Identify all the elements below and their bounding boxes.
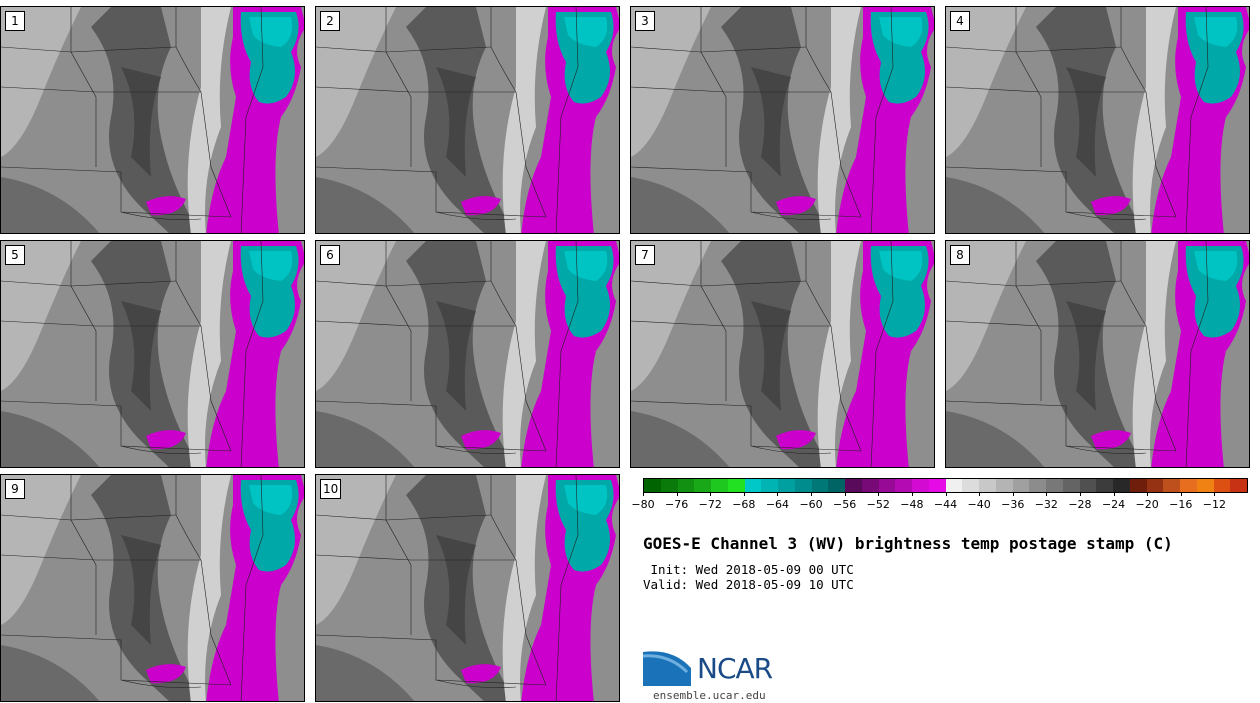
colorbar-tick-label: −44 — [933, 498, 958, 511]
map-panel-8: 8 — [945, 240, 1250, 468]
colorbar-swatch — [861, 479, 879, 492]
colorbar-swatch — [1213, 479, 1231, 492]
colorbar-swatch — [711, 479, 728, 492]
colorbar-tick-label: −32 — [1034, 498, 1058, 511]
colorbar-swatch — [945, 479, 963, 492]
colorbar-tick-label: −20 — [1135, 498, 1159, 511]
colorbar-swatch — [1163, 479, 1180, 492]
colorbar-tick-mark — [676, 492, 678, 496]
map-panel-2: 2 — [315, 6, 620, 234]
colorbar-swatch — [761, 479, 778, 492]
map-panel-1: 1 — [0, 6, 305, 234]
colorbar-swatch — [1196, 479, 1214, 492]
colorbar-swatch — [962, 479, 979, 492]
colorbar-tick-mark — [1012, 492, 1014, 496]
colorbar-swatch — [895, 479, 912, 492]
panel-number: 5 — [5, 245, 25, 265]
colorbar-swatch — [811, 479, 829, 492]
map-panel-10: 10 — [315, 474, 620, 702]
colorbar — [643, 478, 1248, 493]
colorbar-tick-label: −12 — [1202, 498, 1226, 511]
colorbar-tick-mark — [1046, 492, 1048, 496]
chart-title: GOES-E Channel 3 (WV) brightness temp po… — [643, 534, 1173, 553]
colorbar-swatch — [778, 479, 795, 492]
colorbar-tick-mark — [1214, 492, 1216, 496]
colorbar-tick-mark — [1147, 492, 1149, 496]
colorbar-swatch — [828, 479, 845, 492]
panel-number: 6 — [320, 245, 340, 265]
colorbar-tick-label: −28 — [1068, 498, 1092, 511]
colorbar-swatch — [660, 479, 678, 492]
colorbar-tick-mark — [1079, 492, 1081, 496]
colorbar-tick-label: −72 — [698, 498, 722, 511]
colorbar-tick-label: −40 — [967, 498, 991, 511]
panel-number: 3 — [635, 11, 655, 31]
ncar-logo-icon — [643, 648, 692, 686]
map-panel-7: 7 — [630, 240, 935, 468]
colorbar-swatch — [694, 479, 711, 492]
colorbar-swatch — [1046, 479, 1063, 492]
colorbar-tick-label: −36 — [1001, 498, 1025, 511]
colorbar-swatch — [727, 479, 745, 492]
map-panel-6: 6 — [315, 240, 620, 468]
panel-number: 9 — [5, 479, 25, 499]
colorbar-swatch — [1129, 479, 1147, 492]
colorbar-tick-mark — [1113, 492, 1115, 496]
colorbar-tick-label: −24 — [1101, 498, 1126, 511]
colorbar-tick-mark — [911, 492, 913, 496]
site-url: ensemble.ucar.edu — [653, 689, 766, 702]
colorbar-tick-label: −64 — [765, 498, 790, 511]
colorbar-tick-mark — [710, 492, 712, 496]
colorbar-swatch — [878, 479, 896, 492]
colorbar-swatch — [1062, 479, 1080, 492]
colorbar-swatch — [644, 479, 661, 492]
logo-text: NCAR — [697, 652, 773, 685]
colorbar-tick-mark — [743, 492, 745, 496]
colorbar-tick-mark — [945, 492, 947, 496]
colorbar-swatch — [1096, 479, 1113, 492]
colorbar-tick-mark — [1180, 492, 1182, 496]
init-time: Init: Wed 2018-05-09 00 UTC — [643, 562, 854, 577]
colorbar-tick-mark — [811, 492, 813, 496]
map-panel-9: 9 — [0, 474, 305, 702]
colorbar-swatch — [912, 479, 929, 492]
colorbar-tick-mark — [643, 492, 644, 496]
valid-time: Valid: Wed 2018-05-09 10 UTC — [643, 577, 854, 592]
panel-number: 7 — [635, 245, 655, 265]
map-panel-5: 5 — [0, 240, 305, 468]
colorbar-tick-label: −76 — [665, 498, 689, 511]
colorbar-swatch — [794, 479, 812, 492]
colorbar-tick-label: −52 — [866, 498, 890, 511]
colorbar-tick-label: −16 — [1169, 498, 1193, 511]
colorbar-tick-label: −48 — [900, 498, 924, 511]
colorbar-swatch — [677, 479, 695, 492]
colorbar-swatch — [1029, 479, 1046, 492]
colorbar-swatch — [1113, 479, 1130, 492]
colorbar-tick-label: −68 — [732, 498, 756, 511]
panel-number: 8 — [950, 245, 970, 265]
colorbar-tick-mark — [878, 492, 880, 496]
colorbar-tick-label: −56 — [833, 498, 857, 511]
colorbar-swatch — [1079, 479, 1097, 492]
colorbar-tick-label: −60 — [799, 498, 823, 511]
colorbar-tick-label: −80 — [631, 498, 655, 511]
colorbar-swatch — [1230, 479, 1247, 492]
map-panel-4: 4 — [945, 6, 1250, 234]
colorbar-swatch — [979, 479, 996, 492]
colorbar-swatch — [744, 479, 762, 492]
colorbar-swatch — [928, 479, 946, 492]
colorbar-swatch — [1146, 479, 1164, 492]
colorbar-swatch — [1180, 479, 1197, 492]
colorbar-tick-mark — [777, 492, 779, 496]
panel-number: 4 — [950, 11, 970, 31]
panel-number: 2 — [320, 11, 340, 31]
colorbar-swatch — [1012, 479, 1030, 492]
panel-number: 10 — [320, 479, 342, 499]
panel-number: 1 — [5, 11, 25, 31]
colorbar-swatch — [995, 479, 1013, 492]
colorbar-swatch — [845, 479, 862, 492]
map-panel-3: 3 — [630, 6, 935, 234]
colorbar-tick-mark — [979, 492, 981, 496]
colorbar-tick-mark — [844, 492, 846, 496]
